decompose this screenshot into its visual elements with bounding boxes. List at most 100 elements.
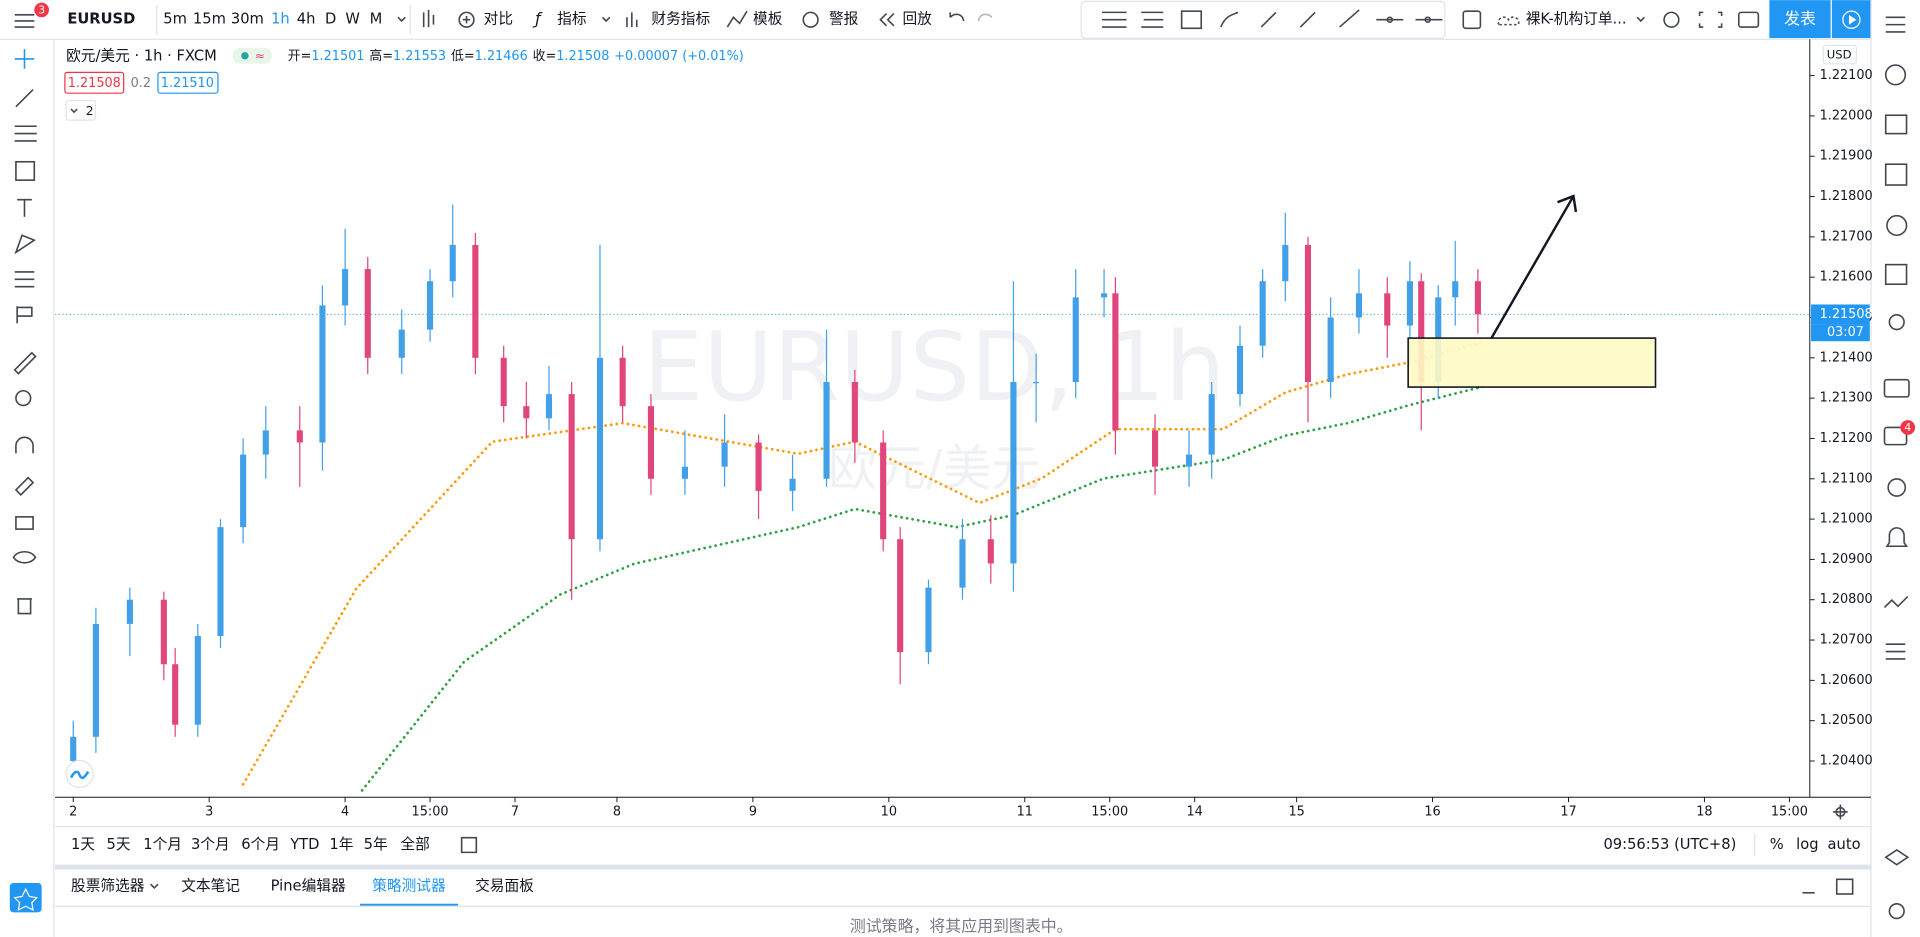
status-wave: ≈ [255,49,265,63]
panel-tab[interactable]: Pine编辑器 [271,878,346,895]
interval[interactable]: W [345,11,360,28]
ask: 1.21510 [161,76,214,91]
candle-body [925,587,932,653]
indicators-toggle[interactable] [65,99,97,121]
interval[interactable]: M [370,11,383,28]
financials-button[interactable]: 财务指标 [651,11,710,28]
clock: 09:56:53 (UTC+8) [1603,836,1736,853]
layout-name[interactable]: 裸K-机构订单... [1526,11,1627,28]
bid: 1.21508 [68,76,121,91]
ohlc-value: 1.21501 [311,49,364,64]
range-button[interactable]: 5年 [364,836,388,853]
candle-body [364,269,371,358]
y-tick-label: 1.20400 [1820,753,1873,768]
candle-body [721,442,728,467]
panel-separator [55,864,1872,870]
plot: 1.22100 1.22000 1.21900 1.21800 1.21700 1.216… [55,68,1873,819]
x-tick-label: 15:00 [412,804,449,819]
candle-body [426,281,434,330]
scale-option[interactable]: log [1796,836,1818,853]
panel-tab[interactable]: 交易面板 [475,877,534,895]
goto-date[interactable] [460,836,478,854]
drawing-tools[interactable] [1102,9,1443,30]
ohlc-label: 低= [451,49,475,64]
indicators-button[interactable]: 指标 [557,11,587,28]
indicators-dropdown[interactable] [601,16,611,23]
range-button[interactable]: 1天 [71,836,95,853]
interval[interactable]: 1h [271,11,290,28]
range-button[interactable]: 1年 [329,836,353,853]
panel-tab[interactable]: 策略测试器 [372,878,446,895]
layout-toggle[interactable] [1462,10,1482,30]
maximize[interactable] [1835,878,1854,895]
fullscreen[interactable] [1698,11,1723,28]
ohlc-label: 收= [533,49,557,64]
bid-box[interactable] [64,71,125,94]
interval-dropdown[interactable] [397,16,406,23]
candle-body [1474,281,1481,315]
ohlc: 开= 1.21501 高= 1.21553 低= 1.21466 收= 1.21508 [288,48,610,64]
panel-tab[interactable]: 文本笔记 [181,878,240,895]
range-button[interactable]: 5天 [107,836,131,853]
replay-icon [879,13,895,27]
chat-badge [1900,420,1916,435]
tab-dropdown[interactable] [150,883,159,890]
x-tick-label: 3 [205,804,213,819]
rectangle-drawing[interactable] [1407,337,1657,388]
range-button[interactable]: 6个月 [241,836,280,853]
scale-option[interactable]: auto [1828,836,1861,853]
star [13,887,39,912]
interval[interactable]: 4h [297,11,316,28]
settings[interactable] [1663,11,1680,28]
range-button[interactable]: 3个月 [191,836,230,853]
layout-dropdown[interactable] [1636,16,1646,23]
templates-button[interactable]: 模板 [753,10,783,28]
interval[interactable]: 30m [231,11,264,28]
panel-tab[interactable]: 股票筛选器 [71,878,145,895]
symbol[interactable]: EURUSD [67,11,135,28]
candle-body [897,539,904,653]
currency-box[interactable] [1822,44,1857,65]
interval[interactable]: 5m [163,11,187,28]
y-tick-label: 1.21700 [1820,229,1873,244]
notification-badge [34,2,49,18]
undo[interactable] [949,12,965,22]
redo[interactable] [977,13,993,22]
candle-body [398,329,405,358]
candle-body [70,736,77,761]
x-tick-label: 16 [1424,804,1440,819]
replay-button[interactable]: 回放 [902,11,932,28]
range-button[interactable]: YTD [289,836,319,853]
menu-button[interactable] [14,14,35,28]
cloud-icon [1497,16,1520,26]
y-tick-label: 1.20800 [1820,592,1873,607]
countdown: 03:07 [1827,325,1864,340]
publish-button[interactable] [1769,0,1831,39]
interval[interactable]: D [325,11,336,28]
x-tick-label: 2 [69,804,77,819]
arrow-drawing[interactable] [1490,194,1578,339]
scale-option[interactable]: % [1770,836,1784,853]
interval[interactable]: 15m [193,11,226,28]
candle-body [449,244,456,282]
screenshot[interactable] [1737,11,1760,28]
drawing-toolbar [1080,0,1446,39]
compare-button[interactable]: 对比 [484,11,513,28]
candle-body [789,478,796,491]
range-button[interactable]: 1个月 [143,836,182,853]
x-tick-label: 8 [613,804,621,819]
right-tools[interactable] [1883,16,1910,920]
x-tick-label: 11 [1017,804,1033,819]
ask-box[interactable] [157,71,219,94]
last-price: 1.21508 [1820,307,1873,322]
left-tools[interactable] [12,49,37,615]
candle-body [1185,454,1193,467]
y-tick-label: 1.21200 [1820,431,1873,446]
candle-body [619,357,626,407]
range-button[interactable]: 全部 [400,835,429,853]
chart-type[interactable] [422,9,435,28]
favorites[interactable] [9,882,42,913]
candle-body [1151,430,1159,467]
alert-button[interactable]: 警报 [829,11,859,28]
candle-body [296,430,303,443]
